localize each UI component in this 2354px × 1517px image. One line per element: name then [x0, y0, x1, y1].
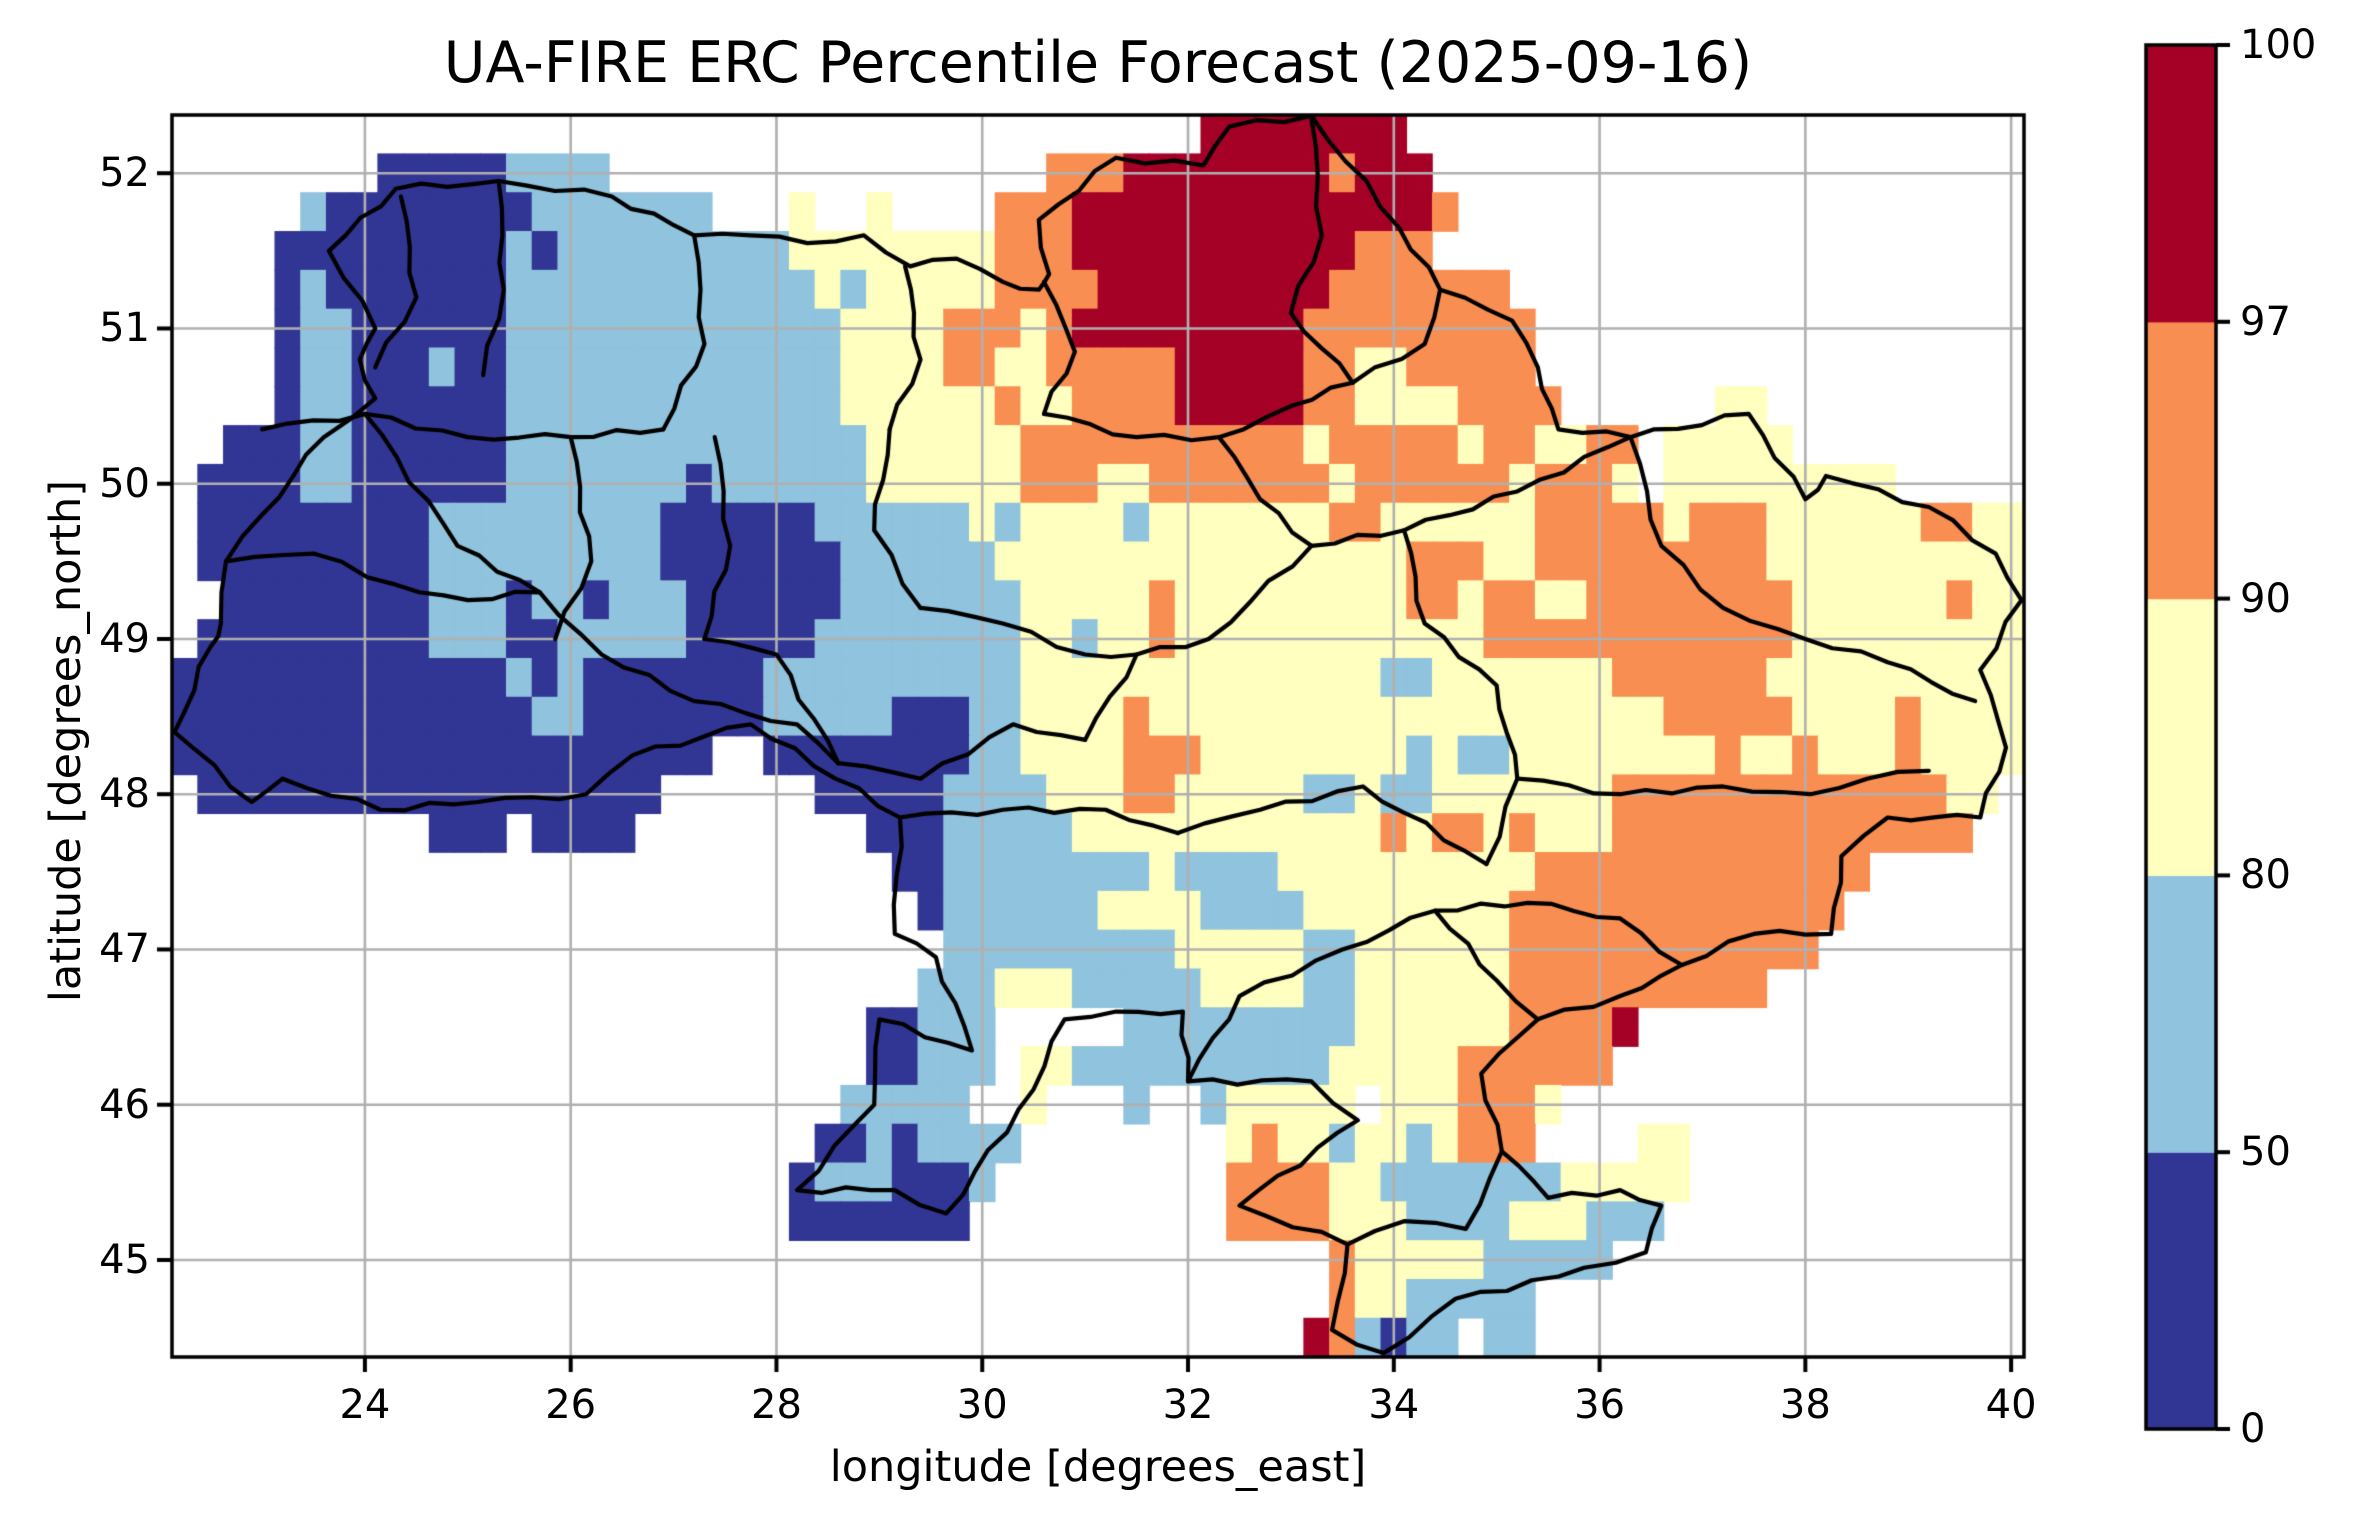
y-tick-label: 48 [99, 771, 150, 818]
x-tick-label: 34 [1368, 1382, 1420, 1428]
colorbar-tick-label: 0 [2240, 1406, 2266, 1452]
x-tick-label: 30 [956, 1382, 1008, 1428]
colorbar-tick-label: 80 [2240, 852, 2291, 899]
y-tick-label: 52 [99, 150, 150, 197]
colorbar-tick-label: 50 [2240, 1129, 2291, 1176]
y-tick-label: 51 [99, 305, 150, 352]
chart-title: UA-FIRE ERC Percentile Forecast (2025-09… [443, 30, 1753, 96]
x-tick-label: 36 [1574, 1382, 1626, 1428]
colorbar-tick-label: 97 [2240, 298, 2291, 345]
y-tick-label: 49 [99, 615, 150, 662]
y-tick-label: 50 [99, 460, 150, 507]
y-axis-label: latitude [degrees_north] [41, 479, 91, 1003]
x-tick-label: 38 [1779, 1382, 1831, 1428]
x-tick-label: 26 [545, 1382, 597, 1428]
x-tick-label: 24 [339, 1382, 391, 1428]
y-tick-label: 46 [99, 1081, 150, 1128]
colorbar-tick-label: 90 [2240, 575, 2291, 622]
x-tick-label: 28 [751, 1382, 802, 1428]
y-tick-label: 45 [99, 1236, 150, 1283]
y-tick-label: 47 [99, 926, 150, 973]
x-axis-label: longitude [degrees_east] [829, 1442, 1367, 1492]
colorbar-tick-label: 100 [2240, 22, 2317, 68]
x-tick-label: 40 [1985, 1382, 2037, 1428]
x-tick-label: 32 [1162, 1382, 1214, 1428]
